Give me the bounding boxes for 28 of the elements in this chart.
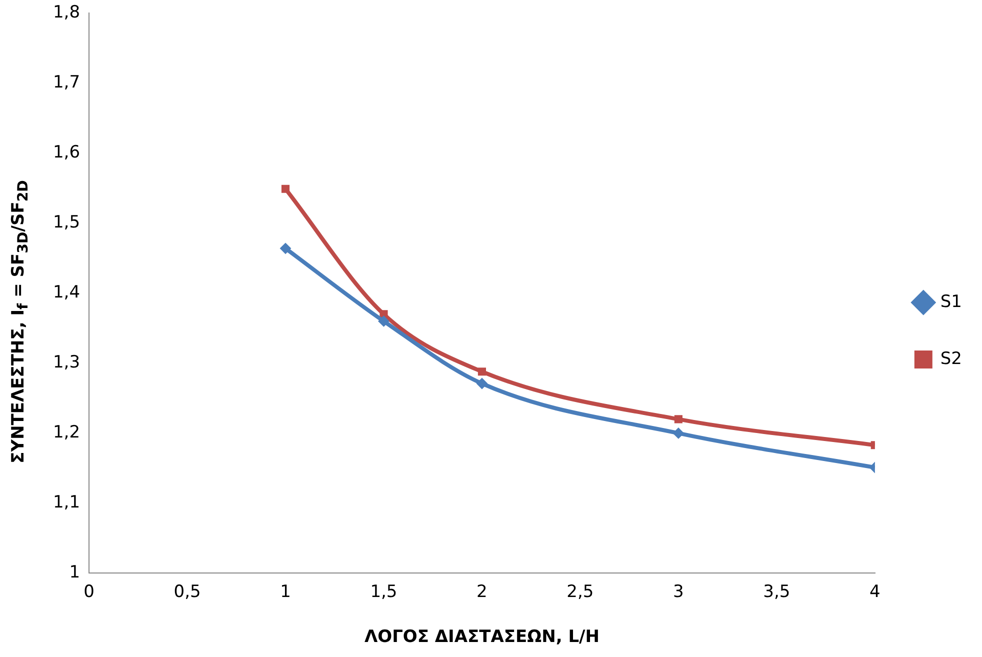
- x-tick-label: 3: [673, 582, 684, 602]
- y-tick-label: 1,2: [52, 422, 80, 443]
- y-tick-label: 1,7: [52, 72, 80, 93]
- y-tick-label: 1,5: [52, 212, 80, 233]
- point: [672, 428, 684, 439]
- y-tick-label: 1,1: [52, 492, 80, 513]
- x-tick-label: 4: [869, 582, 880, 602]
- y-tick-label: 1,6: [52, 142, 80, 163]
- x-tick-label: 0: [84, 582, 94, 602]
- point: [378, 316, 390, 327]
- y-tick-label: 1,8: [52, 2, 80, 23]
- x-tick-label: 2,5: [566, 582, 594, 602]
- point: [478, 368, 486, 376]
- x-tick-label: 0,5: [174, 582, 201, 602]
- x-tick-label: 1: [280, 582, 291, 602]
- legend-label: S1: [940, 292, 962, 312]
- point: [281, 184, 290, 193]
- point: [280, 242, 291, 254]
- point: [674, 415, 682, 424]
- x-tick-label: 2: [476, 582, 488, 602]
- legend-label: S2: [940, 348, 962, 369]
- y-tick-label: 1,4: [52, 282, 80, 303]
- y-tick-label: 1,3: [52, 352, 80, 373]
- x-axis-title: ΛΟΓΟΣ ΔΙΑΣΤΑΣΕΩΝ, L/H: [364, 627, 600, 648]
- y-tick-label: 1: [69, 562, 80, 583]
- point: [476, 378, 488, 389]
- x-tick-label: 3,5: [763, 582, 790, 602]
- x-tick-label: 1,5: [370, 582, 398, 602]
